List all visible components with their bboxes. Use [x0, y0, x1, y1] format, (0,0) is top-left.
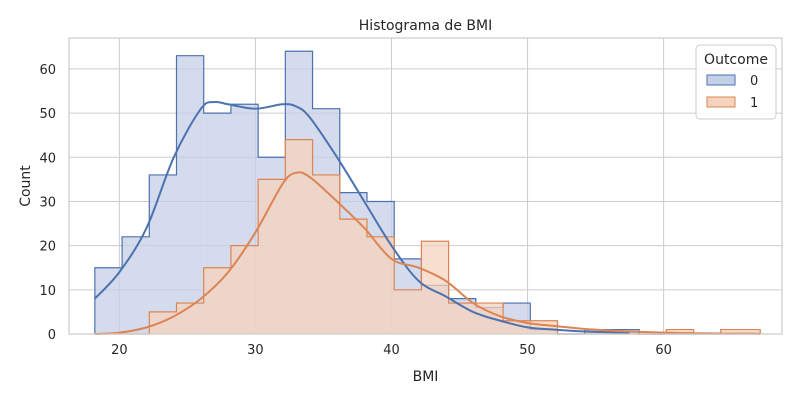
y-axis-label: Count	[18, 165, 34, 207]
y-tick-label: 50	[39, 107, 56, 122]
histogram-bar	[285, 139, 313, 334]
legend-swatch-1	[706, 96, 736, 108]
legend-label-0: 0	[750, 74, 758, 89]
y-tick-label: 60	[39, 63, 56, 78]
series-1-step-outline	[94, 139, 761, 335]
y-tick-label: 40	[39, 151, 56, 166]
legend-title: Outcome	[704, 52, 768, 68]
histogram-bar	[366, 236, 395, 334]
histogram-bar	[448, 303, 476, 334]
histogram-bar	[149, 174, 177, 334]
chart-title: Histograma de BMI	[359, 18, 492, 34]
histogram-bar	[421, 241, 449, 334]
legend-label-1: 1	[750, 96, 758, 111]
histogram-bar	[747, 329, 761, 334]
histogram-bar	[312, 174, 340, 334]
histogram-bar	[339, 219, 367, 334]
histogram-bar	[176, 303, 204, 334]
series-0-kde-line	[94, 100, 630, 334]
y-tick-label: 0	[48, 328, 56, 343]
histogram-bar	[258, 179, 286, 334]
histogram-bar	[122, 236, 150, 334]
histogram-bar	[666, 329, 694, 334]
y-tick-label: 20	[39, 240, 56, 255]
x-tick-label: 20	[111, 343, 128, 358]
plot-area-frame	[68, 37, 783, 335]
histogram-bar	[149, 311, 177, 334]
series-1-kde-line	[94, 171, 761, 335]
histogram-bar	[176, 55, 204, 335]
histogram-bar	[394, 289, 422, 334]
x-tick-label: 40	[383, 343, 400, 358]
legend-swatch-0	[706, 74, 736, 86]
y-tick-label: 30	[39, 195, 56, 210]
histogram-bar	[203, 267, 231, 334]
x-axis-label: BMI	[413, 369, 439, 385]
x-tick-label: 50	[519, 343, 536, 358]
x-tick-label: 30	[247, 343, 264, 358]
legend: Outcome 0 1	[695, 44, 777, 120]
y-tick-label: 10	[39, 284, 56, 299]
histogram-bar	[230, 245, 259, 334]
histogram-bar	[720, 329, 748, 334]
x-tick-label: 60	[655, 343, 672, 358]
histogram-bar	[94, 267, 123, 334]
